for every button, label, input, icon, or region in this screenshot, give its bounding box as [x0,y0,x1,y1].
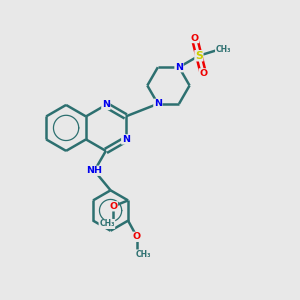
Text: N: N [154,99,162,108]
Text: O: O [109,202,117,211]
Text: N: N [175,63,183,72]
Text: O: O [199,69,207,78]
Text: N: N [102,100,110,109]
Text: CH₃: CH₃ [136,250,151,259]
Text: O: O [133,232,141,241]
Text: S: S [195,51,203,61]
Text: CH₃: CH₃ [99,220,115,229]
Text: NH: NH [86,166,102,175]
Text: O: O [190,34,199,43]
Text: CH₃: CH₃ [216,45,231,54]
Text: N: N [122,135,130,144]
